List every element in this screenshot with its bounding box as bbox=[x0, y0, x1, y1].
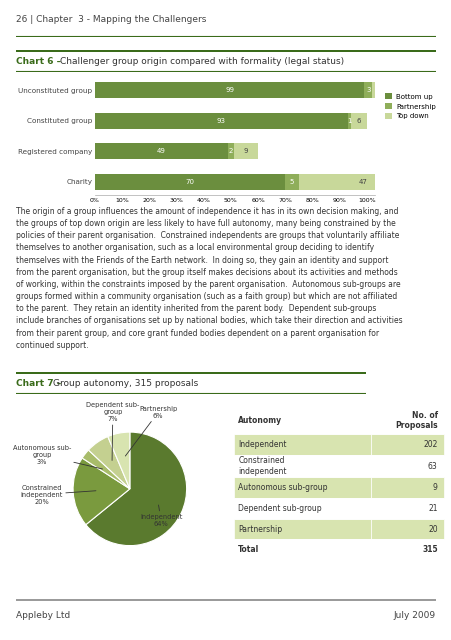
Text: 6: 6 bbox=[356, 118, 360, 124]
Text: Constrained
independent: Constrained independent bbox=[238, 456, 286, 476]
Text: Group autonomy, 315 proposals: Group autonomy, 315 proposals bbox=[53, 378, 198, 387]
Text: Chart 6 –: Chart 6 – bbox=[16, 56, 64, 65]
Text: Independent
64%: Independent 64% bbox=[139, 505, 182, 527]
Bar bbox=[233, 143, 258, 159]
Text: No. of
Proposals: No. of Proposals bbox=[394, 411, 437, 430]
Bar bbox=[347, 113, 350, 129]
Wedge shape bbox=[73, 458, 129, 525]
FancyBboxPatch shape bbox=[234, 540, 370, 560]
Bar bbox=[95, 113, 347, 129]
Text: 5: 5 bbox=[289, 179, 294, 185]
Text: Constrained
independent
20%: Constrained independent 20% bbox=[21, 484, 96, 504]
Text: 49: 49 bbox=[157, 148, 166, 154]
Text: 9: 9 bbox=[432, 483, 437, 492]
Text: 93: 93 bbox=[216, 118, 226, 124]
Bar bbox=[285, 174, 298, 189]
Text: 26 | Chapter  3 - Mapping the Challengers: 26 | Chapter 3 - Mapping the Challengers bbox=[16, 15, 206, 24]
Text: 315: 315 bbox=[421, 545, 437, 554]
Text: 1: 1 bbox=[346, 118, 350, 124]
Wedge shape bbox=[86, 432, 186, 546]
Text: 2: 2 bbox=[228, 148, 233, 154]
Text: 3: 3 bbox=[365, 87, 370, 93]
Text: The origin of a group influences the amount of independence it has in its own de: The origin of a group influences the amo… bbox=[16, 207, 402, 349]
Text: Dependent sub-group: Dependent sub-group bbox=[238, 504, 321, 513]
Text: Autonomy: Autonomy bbox=[238, 416, 282, 425]
Wedge shape bbox=[82, 450, 129, 489]
Text: Partnership
6%: Partnership 6% bbox=[125, 406, 177, 456]
Text: 20: 20 bbox=[427, 525, 437, 534]
Bar bbox=[298, 174, 426, 189]
Bar bbox=[372, 83, 374, 98]
Text: 47: 47 bbox=[358, 179, 366, 185]
Text: Partnership: Partnership bbox=[238, 525, 282, 534]
Text: Total: Total bbox=[238, 545, 259, 554]
FancyBboxPatch shape bbox=[370, 540, 443, 560]
FancyBboxPatch shape bbox=[234, 498, 370, 519]
Text: Appleby Ltd: Appleby Ltd bbox=[16, 611, 70, 621]
Wedge shape bbox=[108, 432, 129, 489]
Text: Autonomous sub-group: Autonomous sub-group bbox=[238, 483, 327, 492]
FancyBboxPatch shape bbox=[370, 434, 443, 455]
Text: July 2009: July 2009 bbox=[393, 611, 435, 621]
Text: 21: 21 bbox=[427, 504, 437, 513]
Text: Autonomous sub-
group
3%: Autonomous sub- group 3% bbox=[13, 445, 102, 469]
Text: Dependent sub-
group
7%: Dependent sub- group 7% bbox=[86, 402, 139, 460]
FancyBboxPatch shape bbox=[234, 434, 370, 455]
FancyBboxPatch shape bbox=[370, 519, 443, 540]
FancyBboxPatch shape bbox=[234, 477, 370, 498]
Wedge shape bbox=[88, 436, 129, 489]
Text: 202: 202 bbox=[423, 440, 437, 449]
Text: 9: 9 bbox=[243, 148, 248, 154]
Text: 70: 70 bbox=[185, 179, 194, 185]
FancyBboxPatch shape bbox=[370, 407, 443, 434]
Text: Chart 7 –: Chart 7 – bbox=[16, 378, 64, 387]
Bar bbox=[228, 143, 233, 159]
Bar bbox=[364, 83, 372, 98]
Bar bbox=[350, 113, 366, 129]
Text: Challenger group origin compared with formality (legal status): Challenger group origin compared with fo… bbox=[60, 56, 344, 65]
FancyBboxPatch shape bbox=[370, 455, 443, 477]
Text: Independent: Independent bbox=[238, 440, 286, 449]
FancyBboxPatch shape bbox=[234, 519, 370, 540]
FancyBboxPatch shape bbox=[234, 407, 370, 434]
Bar bbox=[95, 174, 285, 189]
Legend: Bottom up, Partnership, Top down: Bottom up, Partnership, Top down bbox=[385, 93, 435, 119]
Bar bbox=[95, 83, 364, 98]
Text: 63: 63 bbox=[427, 461, 437, 470]
Text: 99: 99 bbox=[225, 87, 234, 93]
FancyBboxPatch shape bbox=[370, 498, 443, 519]
Bar bbox=[95, 143, 228, 159]
FancyBboxPatch shape bbox=[370, 477, 443, 498]
FancyBboxPatch shape bbox=[234, 455, 370, 477]
